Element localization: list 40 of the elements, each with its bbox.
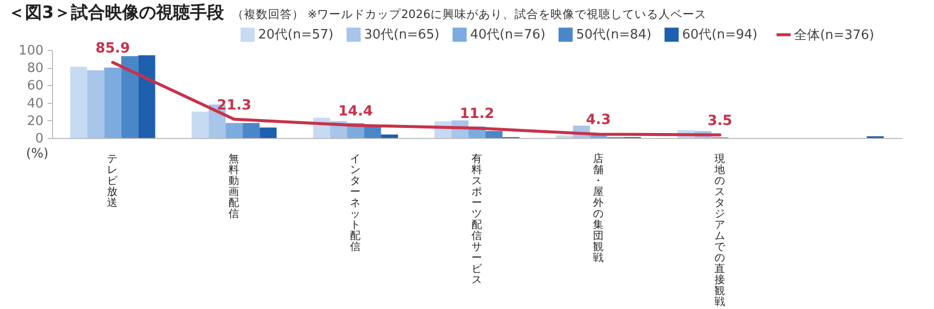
data-label: 85.9 [95,40,130,56]
chart-title: ＜図3＞試合映像の視聴手段 [8,3,225,23]
data-label: 11.2 [460,106,494,122]
data-label: 14.4 [338,103,374,120]
bar [260,127,277,138]
bar [138,55,156,138]
x-tick-label: テレビ放送 [107,153,120,209]
bar [87,70,104,138]
legend-label: 全体(n=376) [794,28,874,43]
category-label: インターネット配信 [350,153,362,253]
chart-subtitle: （複数回答） ※ワールドカップ2026に興味があり、試合を映像で視聴している人ベース [232,7,706,21]
y-tick-label: 100 [18,44,44,58]
y-tick-label: 80 [26,61,44,76]
legend-label: 60代(n=94) [682,28,758,43]
bar [556,135,573,138]
category-label: 店舗・屋外の集団観戦 [592,153,604,264]
data-label: 21.3 [216,97,252,114]
y-tick-label: 60 [26,78,44,94]
bar [226,123,243,138]
bar [104,68,122,138]
bar [121,56,138,138]
bar [381,134,398,138]
bar [590,135,607,138]
y-tick-label: 40 [26,96,44,112]
legend-label: 50代(n=84) [576,28,652,43]
legend-label: 40代(n=76) [470,28,546,43]
y-tick-label: 0 [35,132,44,146]
y-axis-title: (%) [26,146,48,162]
data-label: 3.5 [707,112,732,129]
data-label: 4.3 [586,112,611,128]
x-tick-label: 無料動画配信 [228,153,240,220]
legend-label: 30代(n=65) [364,28,440,43]
bar [192,112,209,138]
bar [486,130,502,138]
category-label: 有料スポーツ配信サービス [472,153,482,286]
legend-label: 20代(n=57) [258,28,334,43]
category-label: 現地のスタジアムでの直接観戦 [714,153,726,308]
y-tick-label: 20 [26,114,44,129]
bar [242,123,260,138]
bar [70,66,88,138]
